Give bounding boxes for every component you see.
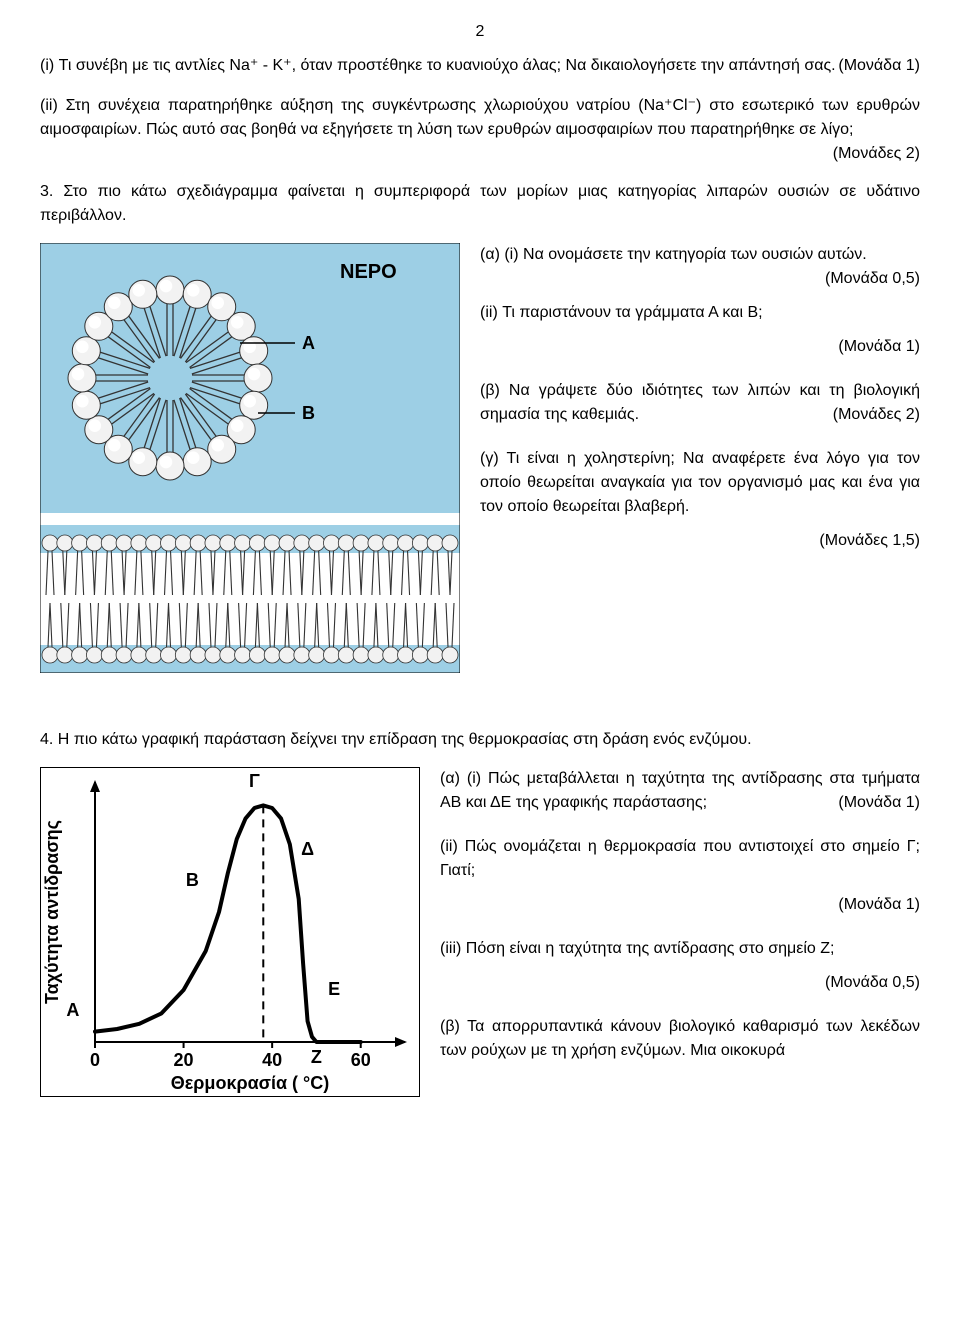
q3-layout: ΝΕΡΟ A B (α) (i) Να ονομάσετε την κατηγορί…	[40, 243, 920, 673]
svg-text:0: 0	[90, 1050, 100, 1070]
q4-text-block: (α) (i) Πώς μεταβάλλεται η ταχύτητα της …	[440, 767, 920, 1073]
enzyme-chart: 0 20 40 60 Θερμοκρασία ( °C) Ταχύτητα αντίδρα…	[40, 767, 420, 1097]
svg-text:A: A	[66, 1000, 79, 1020]
q3-a-i: (α) (i) Να ονομάσετε την κατηγορία των ο…	[480, 246, 867, 263]
svg-text:Ταχύτητα αντίδρασης: Ταχύτητα αντίδρασης	[42, 820, 62, 1004]
q3-a-ii-pts: (Μονάδα 1)	[838, 338, 920, 355]
q1-ii-points: (Μονάδες 2)	[833, 142, 920, 166]
q4-a-ii: (ii) Πώς ονομάζεται η θερμοκρασία που αν…	[440, 838, 920, 879]
svg-text:60: 60	[351, 1050, 371, 1070]
lipid-figure: ΝΕΡΟ A B	[40, 243, 460, 673]
q3-a-i-pts: (Μονάδα 0,5)	[825, 267, 920, 291]
q4-a-iii: (iii) Πόση είναι η ταχύτητα της αντίδρασ…	[440, 940, 834, 957]
q1-i-body: (i) Τι συνέβη με τις αντλίες Νa⁺ - K⁺, ό…	[40, 57, 836, 74]
svg-text:Z: Z	[311, 1047, 322, 1067]
q3-c-pts: (Μονάδες 1,5)	[819, 532, 920, 549]
q4-a-ii-pts: (Μονάδα 1)	[838, 896, 920, 913]
page-number: 2	[40, 20, 920, 44]
lipid-svg: ΝΕΡΟ A B	[40, 243, 460, 673]
svg-text:Δ: Δ	[301, 839, 314, 859]
svg-text:ΝΕΡΟ: ΝΕΡΟ	[340, 261, 397, 283]
svg-text:A: A	[302, 333, 315, 353]
q1-ii-text: (ii) Στη συνέχεια παρατηρήθηκε αύξηση τη…	[40, 94, 920, 142]
svg-text:B: B	[186, 870, 199, 890]
q1-ii-body: (ii) Στη συνέχεια παρατηρήθηκε αύξηση τη…	[40, 97, 920, 138]
q1-i-text: (i) Τι συνέβη με τις αντλίες Νa⁺ - K⁺, ό…	[40, 54, 920, 78]
q1-i-points: (Μονάδα 1)	[838, 54, 920, 78]
svg-text:20: 20	[174, 1050, 194, 1070]
q4-intro: 4. Η πιο κάτω γραφική παράσταση δείχνει …	[40, 728, 920, 752]
q3-a-ii: (ii) Τι παριστάνουν τα γράμματα Α και Β;	[480, 304, 763, 321]
q4-b: (β) Τα απορρυπαντικά κάνουν βιολογικό κα…	[440, 1018, 920, 1059]
q4-a-i-pts: (Μονάδα 1)	[838, 791, 920, 815]
q3-c: (γ) Τι είναι η χοληστερίνη; Να αναφέρετε…	[480, 450, 920, 515]
svg-text:E: E	[328, 979, 340, 999]
q3-text-block: (α) (i) Να ονομάσετε την κατηγορία των ο…	[480, 243, 920, 563]
svg-text:B: B	[302, 403, 315, 423]
q3-b-pts: (Μονάδες 2)	[833, 403, 920, 427]
svg-text:Γ: Γ	[249, 771, 260, 791]
enzyme-svg: 0 20 40 60 Θερμοκρασία ( °C) Ταχύτητα αντίδρα…	[40, 767, 420, 1097]
q4-a-iii-pts: (Μονάδα 0,5)	[825, 974, 920, 991]
svg-text:40: 40	[262, 1050, 282, 1070]
svg-text:Θερμοκρασία ( °C): Θερμοκρασία ( °C)	[171, 1073, 330, 1093]
q4-layout: 0 20 40 60 Θερμοκρασία ( °C) Ταχύτητα αντίδρα…	[40, 767, 920, 1097]
q3-intro: 3. Στο πιο κάτω σχεδιάγραμμα φαίνεται η …	[40, 180, 920, 228]
